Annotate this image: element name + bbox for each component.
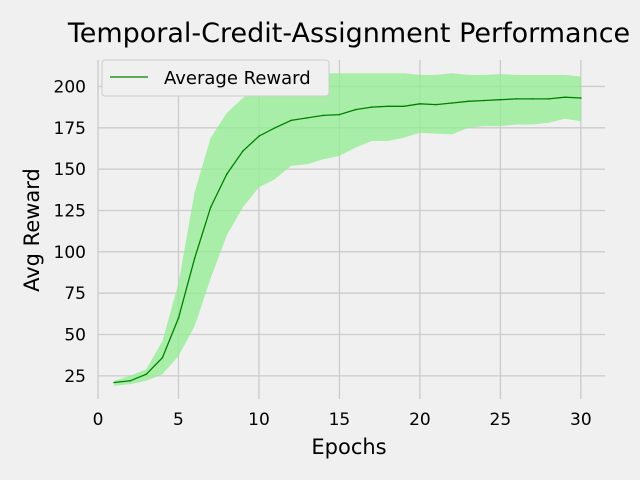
- legend-label: Average Reward: [164, 68, 311, 89]
- y-tick-label: 150: [54, 160, 86, 180]
- x-tick-label: 25: [490, 410, 512, 430]
- y-tick-label: 175: [54, 119, 86, 139]
- y-axis-label: Avg Reward: [20, 168, 44, 292]
- data-point: [226, 173, 228, 175]
- y-tick-label: 50: [64, 326, 86, 346]
- y-tick-label: 100: [54, 243, 86, 263]
- data-point: [515, 98, 518, 100]
- data-point: [290, 119, 292, 122]
- y-tick-label: 75: [64, 284, 86, 304]
- x-tick-label: 20: [409, 410, 431, 430]
- legend-box: [101, 59, 330, 97]
- data-point: [145, 373, 148, 376]
- data-point: [274, 127, 276, 129]
- y-axis-ticks: 25 50 75 100 125 150 175 200: [54, 77, 86, 386]
- data-point: [161, 356, 164, 359]
- data-point: [209, 206, 212, 208]
- line-layer: [113, 96, 582, 384]
- y-tick-label: 200: [54, 77, 86, 97]
- data-point: [483, 99, 486, 102]
- data-point: [419, 103, 421, 105]
- data-point: [451, 102, 453, 104]
- x-axis-label: Epochs: [311, 435, 386, 459]
- x-tick-label: 30: [570, 410, 592, 430]
- x-tick-label: 5: [173, 410, 184, 430]
- data-point: [113, 381, 115, 384]
- data-point: [386, 105, 389, 108]
- data-point: [547, 98, 550, 100]
- data-point: [499, 98, 502, 101]
- data-point: [306, 117, 309, 119]
- data-point: [564, 96, 566, 98]
- data-point: [338, 113, 341, 116]
- data-point: [193, 257, 196, 260]
- legend: Average Reward: [101, 59, 330, 97]
- data-point: [258, 135, 260, 137]
- data-point: [403, 105, 405, 108]
- data-point: [242, 150, 244, 152]
- data-point: [177, 317, 180, 319]
- data-point: [531, 98, 534, 100]
- confidence-band-layer: [114, 73, 581, 386]
- x-tick-label: 15: [329, 410, 351, 430]
- data-point: [370, 106, 373, 108]
- data-point: [467, 100, 470, 103]
- x-axis-ticks: 0 5 10 15 20 25 30: [93, 410, 592, 430]
- data-point: [435, 103, 437, 106]
- series-line: [114, 96, 581, 384]
- data-point: [580, 97, 582, 99]
- chart-title: Temporal-Credit-Assignment Performance: [67, 18, 630, 49]
- y-tick-label: 125: [54, 201, 86, 221]
- y-tick-label: 25: [64, 367, 86, 387]
- data-point: [354, 108, 357, 111]
- x-tick-label: 0: [93, 410, 104, 430]
- data-point: [129, 380, 131, 382]
- x-tick-label: 10: [248, 410, 270, 430]
- data-point: [322, 114, 325, 117]
- confidence-band: [114, 73, 581, 386]
